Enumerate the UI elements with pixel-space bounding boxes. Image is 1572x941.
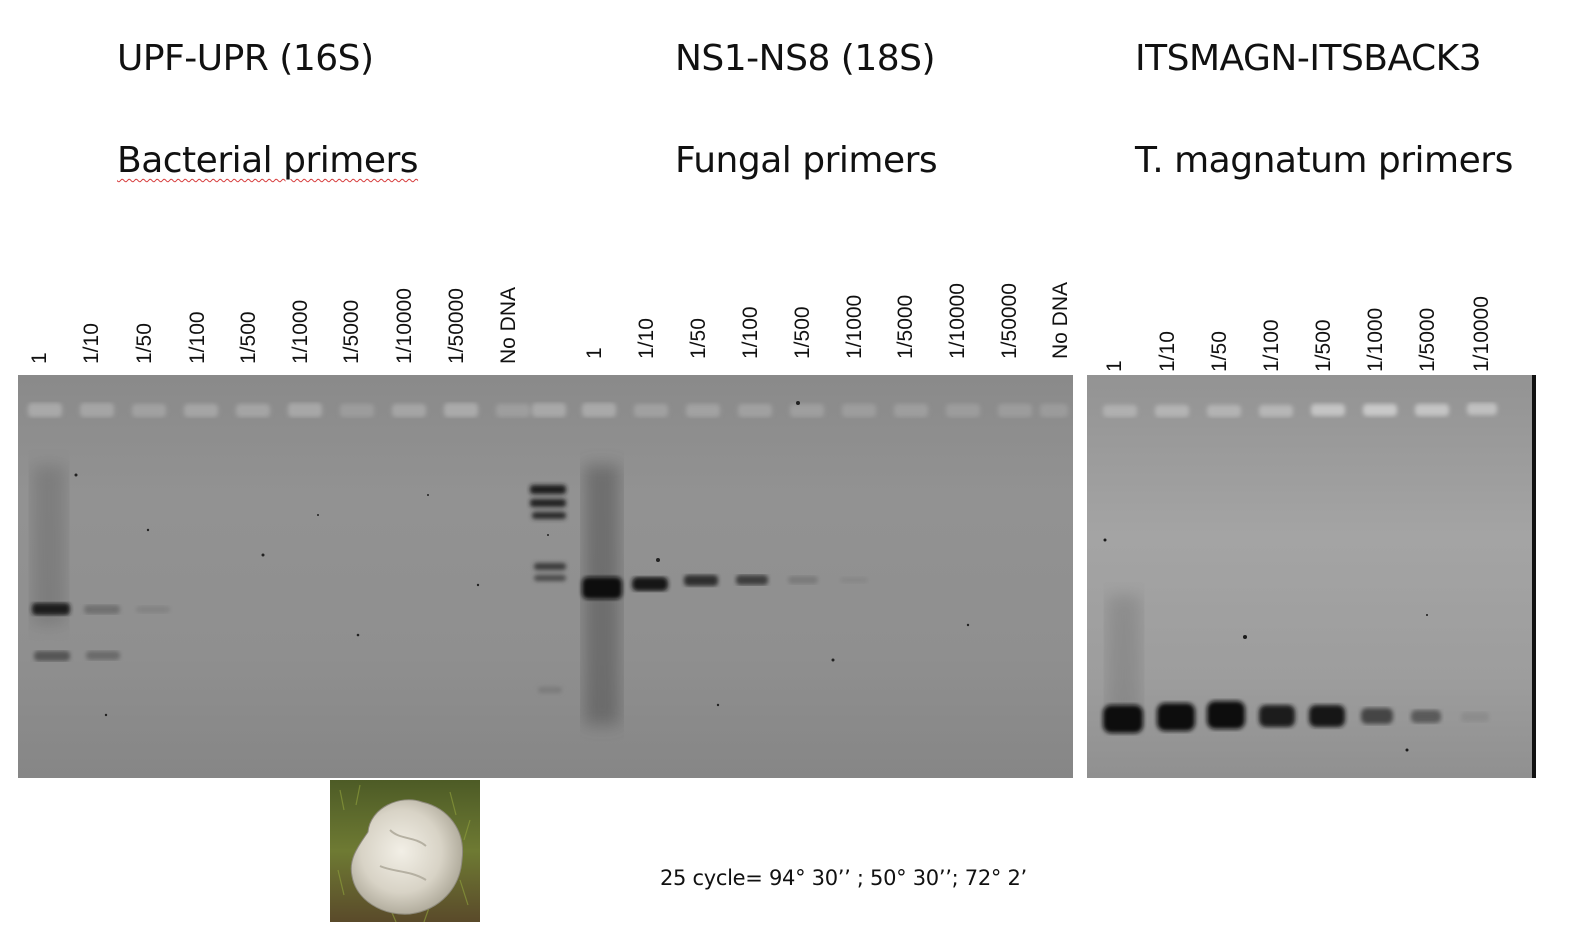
description-fungal: Fungal primers — [675, 140, 938, 181]
lane-label-fungal-1-1000: 1/1000 — [843, 294, 866, 359]
lane-label-tmag-1-1000: 1/1000 — [1364, 307, 1387, 372]
gel-left-svg — [28, 401, 1068, 725]
gel-image-bacterial-fungal — [18, 375, 1073, 778]
gel-specks-right — [1103, 538, 1428, 752]
lane-label-bacterial-1-50: 1/50 — [133, 323, 156, 364]
lane-label-tmag-1-100: 1/100 — [1260, 319, 1283, 372]
lane-label-tmag-1-500: 1/500 — [1312, 319, 1335, 372]
fungal-bands — [582, 465, 868, 725]
gel-right-svg — [1103, 403, 1497, 752]
truffle-photo-svg — [330, 780, 480, 922]
lane-label-fungal-no-dna: No DNA — [1049, 281, 1072, 359]
lane-label-fungal-1-50: 1/50 — [687, 318, 710, 359]
lane-label-tmag-1: 1 — [1103, 360, 1126, 372]
lane-label-bacterial-1-50000: 1/50000 — [445, 288, 468, 364]
lane-label-bacterial-1-5000: 1/5000 — [340, 299, 363, 364]
lane-label-bacterial-no-dna: No DNA — [497, 286, 520, 364]
primer-pair-t-magnatum: ITSMAGN-ITSBACK3 — [1135, 38, 1482, 79]
lane-label-fungal-1-50000: 1/50000 — [998, 283, 1021, 359]
description-t-magnatum: T. magnatum primers — [1135, 140, 1513, 181]
lane-label-tmag-1-10000: 1/10000 — [1470, 296, 1493, 372]
lane-label-fungal-1-5000: 1/5000 — [894, 294, 917, 359]
lane-label-fungal-1: 1 — [583, 347, 606, 359]
lane-label-bacterial-1-500: 1/500 — [237, 311, 260, 364]
lane-label-fungal-1-100: 1/100 — [739, 306, 762, 359]
lane-label-bacterial-1: 1 — [28, 352, 51, 364]
lane-label-tmag-1-50: 1/50 — [1208, 331, 1231, 372]
description-bacterial: Bacterial primers — [117, 140, 419, 181]
t-magnatum-bands — [1103, 595, 1489, 733]
pcr-conditions: 25 cycle= 94° 30’’ ; 50° 30’’; 72° 2’ — [660, 866, 1027, 890]
primer-pair-fungal: NS1-NS8 (18S) — [675, 38, 936, 79]
primer-pair-bacterial: UPF-UPR (16S) — [117, 38, 374, 79]
bacterial-bands — [32, 465, 170, 661]
lane-label-bacterial-1-1000: 1/1000 — [289, 299, 312, 364]
wells-row-right — [1103, 403, 1497, 417]
lane-label-fungal-1-10000: 1/10000 — [946, 283, 969, 359]
gel-right-border — [1532, 375, 1536, 778]
lane-label-fungal-1-500: 1/500 — [791, 306, 814, 359]
lane-label-bacterial-1-10: 1/10 — [80, 323, 103, 364]
wells-row — [28, 403, 1068, 417]
lane-label-bacterial-1-10000: 1/10000 — [393, 288, 416, 364]
gel-image-t-magnatum — [1087, 375, 1534, 778]
lane-label-bacterial-1-100: 1/100 — [186, 311, 209, 364]
lane-label-tmag-1-5000: 1/5000 — [1416, 307, 1439, 372]
gel-specks — [74, 401, 970, 717]
ladder-bands — [530, 485, 566, 693]
lane-label-tmag-1-10: 1/10 — [1156, 331, 1179, 372]
truffle-photo — [330, 780, 480, 922]
lane-label-fungal-1-10: 1/10 — [635, 318, 658, 359]
